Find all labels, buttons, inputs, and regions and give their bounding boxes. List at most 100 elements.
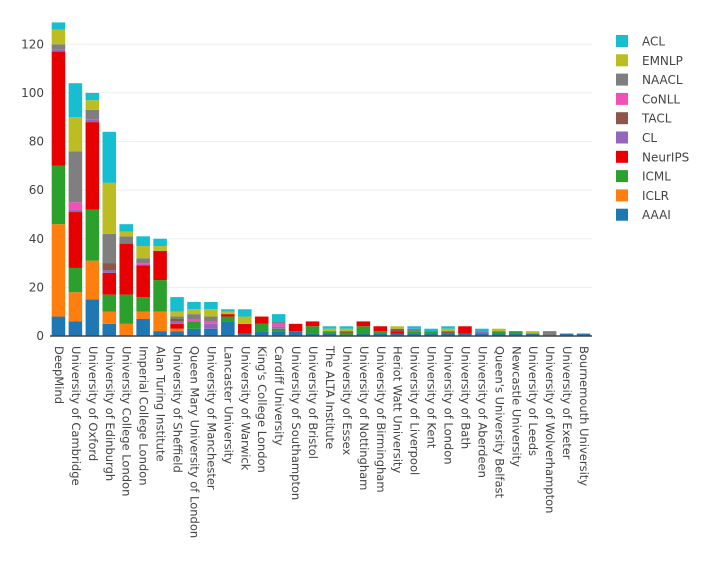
- bar-segment-aaai[interactable]: [576, 333, 591, 336]
- bar-segment-icml[interactable]: [221, 316, 235, 322]
- bar-segment-iclr[interactable]: [119, 323, 133, 336]
- bar-segment-aaai[interactable]: [204, 328, 218, 336]
- bar-segment-iclr[interactable]: [136, 311, 150, 319]
- bar-segment-icml[interactable]: [119, 294, 133, 324]
- bar-segment-emnlp[interactable]: [68, 117, 83, 152]
- bar-segment-neurips[interactable]: [170, 323, 184, 329]
- bar-segment-cl[interactable]: [51, 49, 66, 52]
- bar-segment-acl[interactable]: [221, 309, 235, 312]
- bar-segment-aaai[interactable]: [254, 331, 269, 336]
- bar-segment-emnlp[interactable]: [136, 246, 150, 259]
- legend-item-emnlp[interactable]: EMNLP: [616, 54, 683, 68]
- bar-segment-naacl[interactable]: [102, 233, 117, 264]
- legend-label[interactable]: ICLR: [642, 189, 669, 203]
- bar-segment-neurips[interactable]: [254, 316, 269, 324]
- bar-segment-naacl[interactable]: [542, 331, 557, 336]
- bar-segment-neurips[interactable]: [102, 272, 117, 295]
- bar-segment-tacl[interactable]: [170, 318, 184, 322]
- bar-segment-aaai[interactable]: [238, 333, 252, 336]
- bar-segment-neurips[interactable]: [238, 323, 252, 334]
- bar-segment-aaai[interactable]: [373, 333, 388, 336]
- bar-segment-aaai[interactable]: [51, 316, 66, 336]
- bar-segment-emnlp[interactable]: [187, 309, 201, 315]
- bar-segment-acl[interactable]: [475, 328, 489, 332]
- bar-segment-neurips[interactable]: [68, 212, 83, 268]
- bar-segment-icml[interactable]: [373, 331, 388, 334]
- bar-segment-conll[interactable]: [68, 202, 83, 210]
- bar-segment-acl[interactable]: [204, 301, 218, 310]
- bar-segment-aaai[interactable]: [509, 333, 523, 336]
- bar-segment-icml[interactable]: [187, 321, 201, 329]
- bar-segment-acl[interactable]: [68, 83, 83, 118]
- bar-segment-icml[interactable]: [136, 297, 150, 312]
- bar-segment-neurips[interactable]: [458, 326, 472, 334]
- bar-segment-aaai[interactable]: [271, 331, 286, 336]
- legend-swatch[interactable]: [616, 54, 628, 67]
- bar-segment-conll[interactable]: [204, 321, 218, 324]
- legend-label[interactable]: EMNLP: [642, 54, 683, 68]
- bar-segment-aaai[interactable]: [136, 318, 150, 336]
- bar-segment-naacl[interactable]: [407, 328, 421, 332]
- legend-swatch[interactable]: [616, 35, 628, 47]
- bar-segment-icml[interactable]: [153, 280, 167, 312]
- bar-segment-acl[interactable]: [170, 297, 184, 312]
- legend-item-tacl[interactable]: TACL: [616, 112, 672, 126]
- bar-segment-icml[interactable]: [85, 209, 100, 261]
- bar-segment-aaai[interactable]: [475, 333, 489, 336]
- bar-segment-emnlp[interactable]: [51, 29, 66, 45]
- bar-segment-acl[interactable]: [136, 236, 150, 247]
- bar-segment-icml[interactable]: [424, 331, 438, 334]
- bar-segment-cl[interactable]: [204, 323, 218, 329]
- bar-segment-aaai[interactable]: [424, 333, 438, 336]
- bar-segment-neurips[interactable]: [119, 243, 133, 295]
- bar-segment-icml[interactable]: [407, 331, 421, 334]
- bar-segment-cl[interactable]: [68, 209, 83, 213]
- bar-segment-naacl[interactable]: [68, 151, 83, 203]
- bar-segment-tacl[interactable]: [441, 331, 455, 334]
- bar-segment-acl[interactable]: [322, 326, 337, 329]
- bar-segment-naacl[interactable]: [119, 236, 133, 244]
- bar-segment-neurips[interactable]: [356, 321, 371, 327]
- legend-label[interactable]: NAACL: [642, 73, 683, 87]
- legend-label[interactable]: CoNLL: [642, 92, 680, 106]
- bar-segment-iclr[interactable]: [102, 311, 117, 324]
- bar-segment-naacl[interactable]: [170, 316, 184, 319]
- bar-segment-cl[interactable]: [85, 119, 100, 123]
- bar-segment-naacl[interactable]: [85, 109, 100, 120]
- bar-segment-emnlp[interactable]: [238, 316, 252, 324]
- bar-segment-emnlp[interactable]: [339, 328, 354, 332]
- bar-segment-emnlp[interactable]: [492, 328, 506, 332]
- legend-item-iclr[interactable]: ICLR: [616, 189, 669, 203]
- legend-swatch[interactable]: [616, 208, 628, 221]
- bar-segment-acl[interactable]: [85, 92, 100, 101]
- bar-segment-aaai[interactable]: [322, 333, 337, 336]
- bar-segment-icml[interactable]: [509, 331, 523, 334]
- bar-segment-neurips[interactable]: [288, 323, 303, 332]
- bar-segment-acl[interactable]: [339, 326, 354, 329]
- bar-segment-neurips[interactable]: [305, 321, 320, 327]
- bar-segment-aaai[interactable]: [68, 321, 83, 336]
- bar-segment-iclr[interactable]: [153, 311, 167, 332]
- legend-label[interactable]: NeurIPS: [642, 150, 689, 164]
- bar-segment-emnlp[interactable]: [221, 311, 235, 315]
- bar-segment-icml[interactable]: [102, 294, 117, 312]
- bar-segment-acl[interactable]: [407, 326, 421, 329]
- bar-segment-aaai[interactable]: [441, 333, 455, 336]
- bar-segment-naacl[interactable]: [187, 314, 201, 319]
- legend-label[interactable]: ACL: [642, 35, 665, 49]
- bar-segment-iclr[interactable]: [68, 292, 83, 322]
- bar-segment-aaai[interactable]: [153, 331, 167, 336]
- bar-segment-conll[interactable]: [187, 318, 201, 322]
- legend-swatch[interactable]: [616, 73, 628, 86]
- bar-segment-icml[interactable]: [305, 326, 320, 334]
- bar-segment-emnlp[interactable]: [441, 328, 455, 332]
- bar-segment-acl[interactable]: [271, 314, 286, 322]
- bar-segment-iclr[interactable]: [170, 328, 184, 332]
- bar-segment-neurips[interactable]: [136, 265, 150, 298]
- bar-segment-icml[interactable]: [68, 267, 83, 293]
- bar-segment-icml[interactable]: [51, 165, 66, 225]
- bar-segment-emnlp[interactable]: [390, 326, 404, 329]
- legend-item-neurips[interactable]: NeurIPS: [616, 150, 689, 164]
- bar-segment-aaai[interactable]: [356, 333, 371, 336]
- bar-segment-aaai[interactable]: [525, 333, 540, 336]
